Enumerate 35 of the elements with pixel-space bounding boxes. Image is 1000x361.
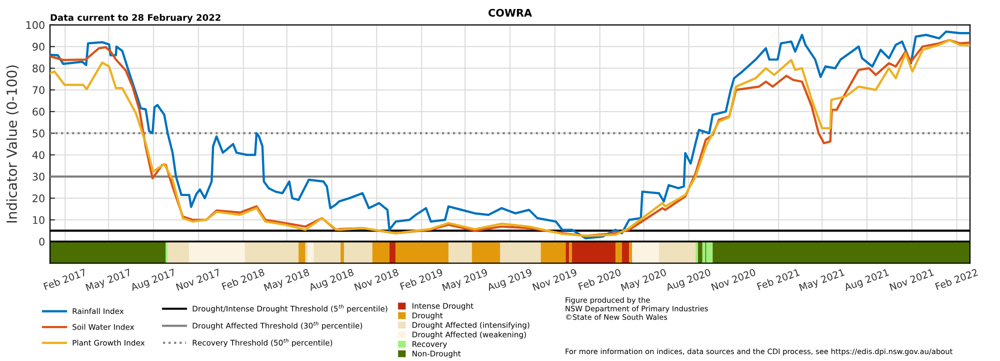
y-tick-label: 70 (32, 86, 44, 94)
x-tick-label: May 2019 (442, 268, 489, 293)
x-tick-label: Nov 2020 (711, 268, 756, 291)
y-tick-label: 30 (32, 172, 44, 181)
x-tick-label: Feb 2022 (934, 268, 978, 290)
text: Data current to 28 February 2022 (50, 14, 220, 23)
chart-title: COWRA (488, 8, 532, 17)
x-tick-label: Feb 2021 (756, 268, 800, 290)
x-tick-label: Nov 2021 (889, 268, 934, 291)
x-tick-label: Feb 2020 (578, 268, 622, 290)
y-tick-label: 50 (32, 129, 44, 138)
x-tick-label: Aug 2017 (130, 268, 176, 293)
y-tick-label: 0 (39, 238, 44, 246)
x-tick-label: May 2020 (620, 268, 668, 293)
x-tick-label: Aug 2021 (843, 268, 890, 293)
x-tick-label: Nov 2019 (532, 268, 578, 291)
x-tick-label: Nov 2018 (354, 268, 400, 291)
x-tick-label: Feb 2017 (43, 268, 86, 290)
y-tick-label: 80 (32, 64, 44, 72)
y-tick-label: 40 (32, 151, 44, 159)
x-tick-label: May 2017 (85, 268, 132, 293)
y-tick-label: 90 (32, 42, 44, 51)
x-tick-label: May 2021 (798, 268, 846, 293)
y-tick-label: 10 (33, 216, 44, 224)
y-tick-label: 20 (32, 194, 44, 202)
y-tick-label: 60 (32, 108, 44, 116)
y-axis-title: Indicator Value (0-100) (6, 65, 19, 222)
x-tick-label: Feb 2019 (400, 268, 444, 290)
x-tick-label: Nov 2017 (176, 268, 221, 291)
y-tick-label: 100 (26, 21, 44, 30)
x-tick-label: Aug 2018 (308, 268, 355, 293)
x-tick-label: Aug 2020 (665, 268, 712, 293)
x-tick-label: Feb 2018 (222, 268, 265, 290)
x-tick-label: Aug 2019 (486, 268, 533, 293)
x-tick-label: May 2018 (264, 268, 310, 293)
